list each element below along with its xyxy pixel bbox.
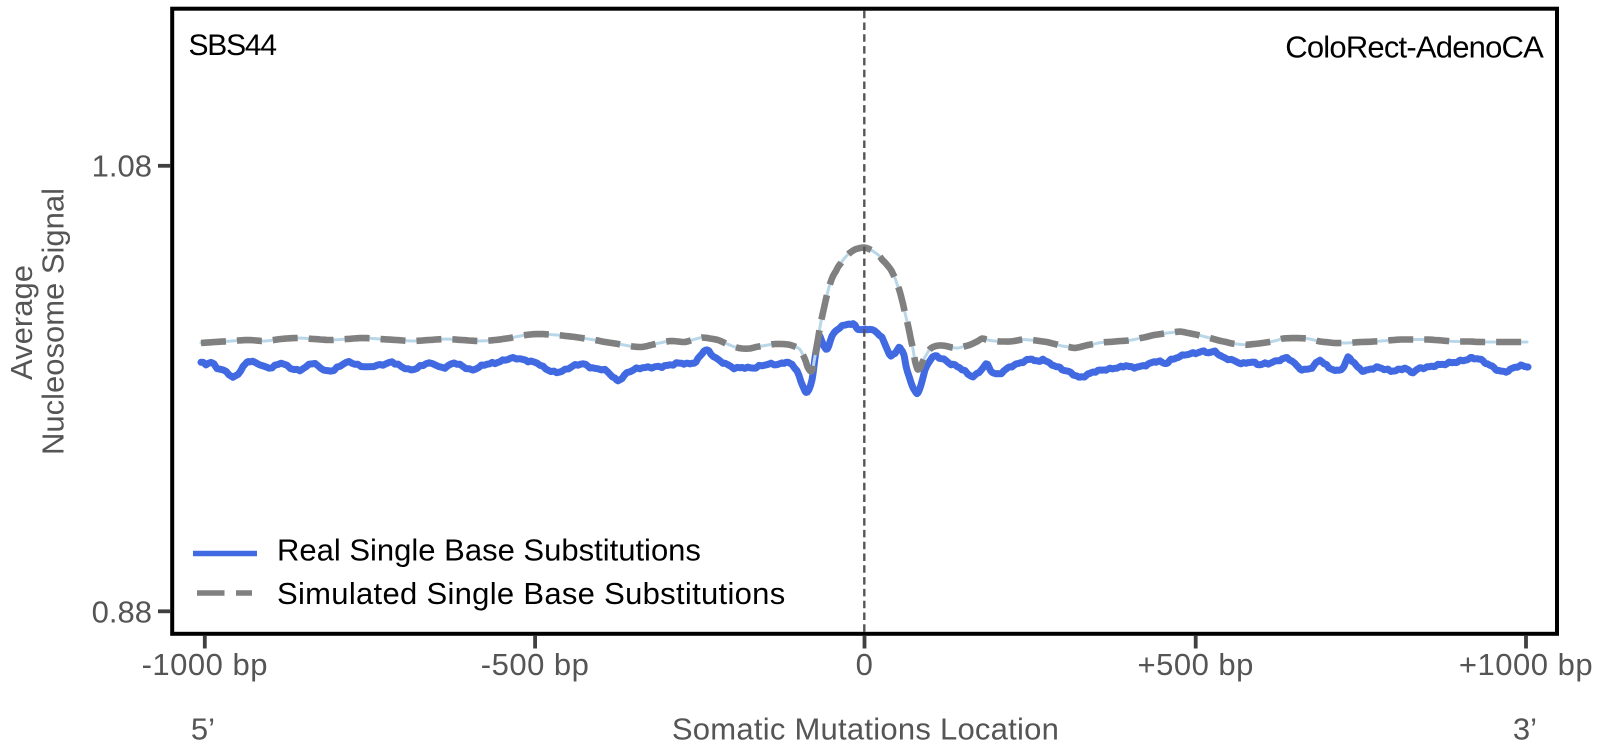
svg-text:Somatic Mutations Location: Somatic Mutations Location — [672, 712, 1059, 747]
svg-text:Real Single Base Substitutions: Real Single Base Substitutions — [277, 533, 701, 568]
svg-text:1.08: 1.08 — [92, 148, 152, 183]
svg-text:3’: 3’ — [1513, 712, 1537, 747]
svg-text:5’: 5’ — [191, 712, 215, 747]
svg-text:-500 bp: -500 bp — [481, 647, 590, 682]
svg-text:0.88: 0.88 — [92, 594, 152, 629]
svg-text:Simulated Single Base Substitu: Simulated Single Base Substitutions — [277, 576, 786, 611]
svg-text:-1000 bp: -1000 bp — [142, 647, 268, 682]
svg-text:ColoRect-AdenoCA: ColoRect-AdenoCA — [1285, 30, 1544, 65]
svg-text:0: 0 — [856, 647, 874, 682]
svg-text:Average: Average — [4, 265, 39, 380]
svg-text:+500 bp: +500 bp — [1137, 647, 1253, 682]
svg-text:SBS44: SBS44 — [189, 29, 277, 62]
svg-text:Nucleosome Signal: Nucleosome Signal — [36, 188, 71, 455]
svg-text:+1000 bp: +1000 bp — [1459, 647, 1593, 682]
